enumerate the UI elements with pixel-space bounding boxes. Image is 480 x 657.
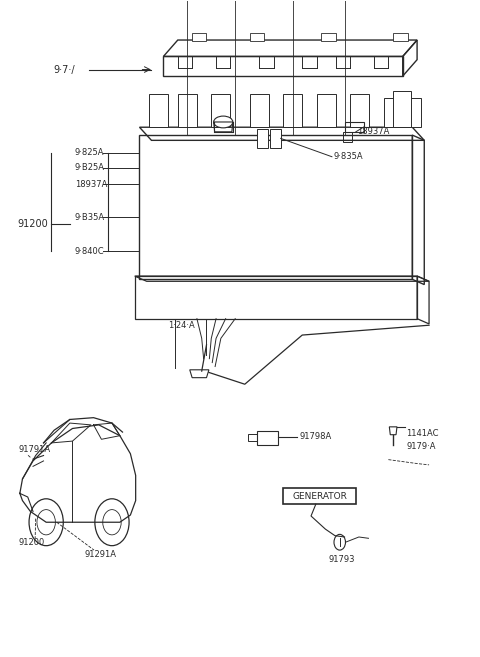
Text: 91200: 91200 xyxy=(19,537,45,547)
Text: 1·24·A: 1·24·A xyxy=(168,321,195,330)
Bar xyxy=(270,129,281,148)
Bar xyxy=(317,95,336,127)
Bar xyxy=(350,95,369,127)
Text: 91200: 91200 xyxy=(17,219,48,229)
Bar xyxy=(250,95,269,127)
Bar xyxy=(384,98,397,127)
Text: 91291A: 91291A xyxy=(84,550,117,559)
Text: 9·B25A: 9·B25A xyxy=(75,164,105,172)
Text: 9·840C: 9·840C xyxy=(75,246,105,256)
Text: 18937A: 18937A xyxy=(75,180,107,189)
Bar xyxy=(257,129,268,148)
Bar xyxy=(211,95,230,127)
Bar xyxy=(283,95,302,127)
Bar xyxy=(178,95,197,127)
Bar xyxy=(149,95,168,127)
Text: GENERATOR: GENERATOR xyxy=(292,491,347,501)
Text: 9179·A: 9179·A xyxy=(407,442,436,451)
Bar xyxy=(393,91,411,127)
Text: 1141AC: 1141AC xyxy=(407,429,439,438)
Text: 9·835A: 9·835A xyxy=(333,152,363,161)
Bar xyxy=(408,98,421,127)
Text: 91798A: 91798A xyxy=(300,432,332,442)
Bar xyxy=(250,34,264,41)
Bar xyxy=(283,487,356,504)
Text: 18937A: 18937A xyxy=(357,127,390,136)
Ellipse shape xyxy=(214,116,233,128)
Text: 9·7·/: 9·7·/ xyxy=(53,64,75,74)
Text: 9·B35A: 9·B35A xyxy=(75,213,105,221)
Text: 9·825A: 9·825A xyxy=(75,148,104,157)
Bar xyxy=(393,34,408,41)
Text: 91793: 91793 xyxy=(328,555,355,564)
Text: 91791A: 91791A xyxy=(19,445,51,454)
Bar xyxy=(192,34,206,41)
Bar xyxy=(322,34,336,41)
